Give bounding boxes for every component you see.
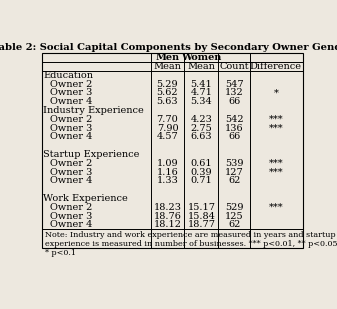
Text: 18.12: 18.12 [153, 220, 182, 229]
Text: Industry Experience: Industry Experience [43, 106, 144, 115]
Text: Mean: Mean [187, 62, 215, 71]
Text: Table 2: Social Capital Components by Secondary Owner Gender: Table 2: Social Capital Components by Se… [0, 43, 337, 52]
Text: Work Experience: Work Experience [43, 194, 128, 203]
Text: 4.71: 4.71 [190, 88, 212, 97]
Text: Owner 4: Owner 4 [50, 220, 92, 229]
Bar [42, 53, 303, 248]
Text: 1.09: 1.09 [157, 159, 178, 168]
Text: 529: 529 [225, 203, 243, 212]
Text: Owner 2: Owner 2 [50, 80, 92, 89]
Text: 136: 136 [225, 124, 243, 133]
Text: Mean: Mean [154, 62, 181, 71]
Text: Owner 2: Owner 2 [50, 115, 92, 124]
Text: 62: 62 [228, 220, 240, 229]
Text: 547: 547 [225, 80, 243, 89]
Text: 6.63: 6.63 [191, 132, 212, 142]
Text: Owner 3: Owner 3 [50, 124, 92, 133]
Text: ***: *** [269, 167, 283, 177]
Text: 18.77: 18.77 [187, 220, 215, 229]
Text: Owner 4: Owner 4 [50, 176, 92, 185]
Text: 1.33: 1.33 [157, 176, 178, 185]
Text: 5.29: 5.29 [157, 80, 178, 89]
Text: Owner 3: Owner 3 [50, 88, 92, 97]
Text: ***: *** [269, 115, 283, 124]
Text: ***: *** [269, 159, 283, 168]
Text: 62: 62 [228, 176, 240, 185]
Text: Count: Count [219, 62, 249, 71]
Text: 15.17: 15.17 [187, 203, 215, 212]
Text: 542: 542 [225, 115, 243, 124]
Text: Owner 4: Owner 4 [50, 97, 92, 106]
Text: ***: *** [269, 203, 283, 212]
Text: Difference: Difference [250, 62, 302, 71]
Text: Owner 2: Owner 2 [50, 159, 92, 168]
Text: 0.39: 0.39 [191, 167, 212, 177]
Text: 7.70: 7.70 [157, 115, 178, 124]
Text: 15.84: 15.84 [187, 212, 215, 221]
Text: 127: 127 [225, 167, 243, 177]
Text: *: * [273, 88, 278, 97]
Text: ***: *** [269, 124, 283, 133]
Text: 66: 66 [228, 97, 240, 106]
Text: 5.62: 5.62 [157, 88, 178, 97]
Text: Men: Men [155, 53, 180, 62]
Text: 5.63: 5.63 [157, 97, 178, 106]
Text: Note: Industry and work experience are measured in years and startup
experience : Note: Industry and work experience are m… [45, 231, 337, 257]
Text: 0.61: 0.61 [191, 159, 212, 168]
Text: 18.76: 18.76 [154, 212, 181, 221]
Text: Education: Education [43, 71, 93, 80]
Text: 4.23: 4.23 [190, 115, 212, 124]
Text: Owner 4: Owner 4 [50, 132, 92, 142]
Text: 18.23: 18.23 [153, 203, 182, 212]
Text: 125: 125 [225, 212, 243, 221]
Text: Women: Women [181, 53, 222, 62]
Text: Owner 3: Owner 3 [50, 167, 92, 177]
Text: Owner 3: Owner 3 [50, 212, 92, 221]
Text: 1.16: 1.16 [157, 167, 178, 177]
Text: 539: 539 [225, 159, 243, 168]
Text: 2.75: 2.75 [190, 124, 212, 133]
Text: 5.34: 5.34 [190, 97, 212, 106]
Text: Owner 2: Owner 2 [50, 203, 92, 212]
Text: 7.90: 7.90 [157, 124, 178, 133]
Text: 4.57: 4.57 [157, 132, 178, 142]
Text: Startup Experience: Startup Experience [43, 150, 140, 159]
Text: 66: 66 [228, 132, 240, 142]
Text: 132: 132 [225, 88, 243, 97]
Text: 0.71: 0.71 [190, 176, 212, 185]
Text: 5.41: 5.41 [190, 80, 212, 89]
